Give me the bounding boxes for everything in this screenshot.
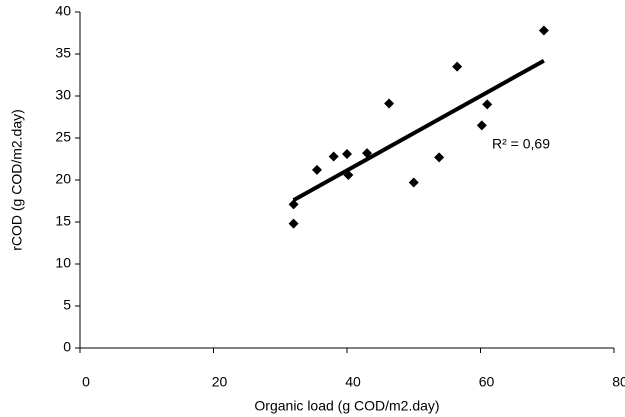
point bbox=[538, 25, 549, 36]
y-tick-label: 15 bbox=[55, 213, 71, 229]
y-tick-label: 25 bbox=[55, 129, 71, 145]
point bbox=[384, 98, 395, 109]
y-tick-label: 40 bbox=[55, 3, 71, 19]
y-tick-label: 10 bbox=[55, 255, 71, 271]
x-tick-label: 80 bbox=[612, 374, 625, 390]
annotation: R² = 0,69 bbox=[492, 136, 550, 152]
y-axis-title: rCOD (g COD/m2.day) bbox=[9, 109, 25, 251]
x-axis-title: Organic load (g COD/m2.day) bbox=[254, 398, 439, 414]
y-tick-label: 20 bbox=[55, 171, 71, 187]
x-tick-label: 40 bbox=[345, 374, 361, 390]
point bbox=[311, 164, 322, 175]
point bbox=[476, 120, 487, 131]
y-tick-label: 30 bbox=[55, 87, 71, 103]
x-tick-label: 60 bbox=[479, 374, 495, 390]
point bbox=[288, 218, 299, 229]
point bbox=[452, 61, 463, 72]
x-tick-label: 0 bbox=[82, 374, 90, 390]
point bbox=[408, 177, 419, 188]
point bbox=[288, 199, 299, 210]
point bbox=[482, 99, 493, 110]
point bbox=[342, 148, 352, 159]
y-tick-label: 35 bbox=[55, 45, 71, 61]
point bbox=[434, 152, 445, 163]
x-tick-label: 20 bbox=[212, 374, 228, 390]
y-tick-label: 5 bbox=[63, 297, 71, 313]
point bbox=[328, 151, 339, 162]
trendline bbox=[292, 58, 545, 202]
y-tick-label: 0 bbox=[63, 339, 71, 355]
